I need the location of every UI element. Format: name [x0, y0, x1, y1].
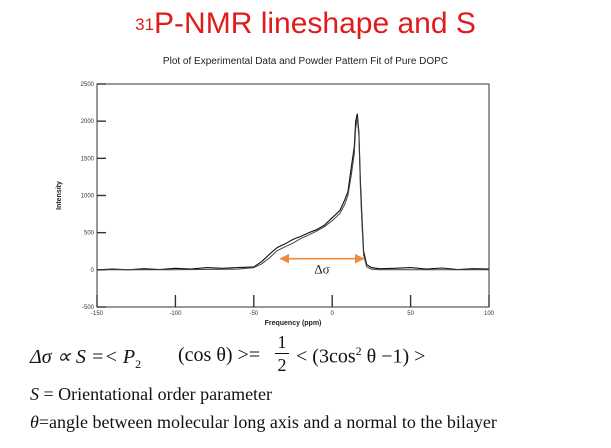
y-tick-label: 500 — [84, 231, 95, 237]
y-axis-label: Intensity — [56, 181, 63, 210]
fraction-denominator: 2 — [277, 355, 287, 375]
fit-series-line — [97, 117, 489, 271]
equation-mid: (cos θ) >= — [178, 344, 261, 366]
y-tick-label: 1000 — [81, 194, 95, 200]
s-symbol: S — [30, 384, 39, 404]
theta-definition-text: =angle between molecular long axis and a… — [38, 412, 497, 432]
y-tick-label: 2000 — [81, 119, 95, 125]
x-tick-label: 100 — [484, 311, 495, 317]
y-tick-label: 1500 — [81, 156, 95, 162]
slide-title-text: P-NMR lineshape and S — [154, 7, 476, 40]
x-tick-label: -100 — [169, 311, 182, 317]
s-definition-text: = Orientational order parameter — [39, 384, 273, 404]
x-tick-label: -150 — [91, 311, 104, 317]
x-tick-label: 0 — [331, 311, 335, 317]
x-tick-label: -50 — [249, 311, 258, 317]
delta-sigma-label: Δσ — [314, 262, 329, 277]
experimental-series-line — [96, 113, 490, 271]
equation-rhs: < (3cos2 θ −1) > — [296, 344, 426, 368]
order-parameter-equation: Δσ ∝ S =< P2 (cos θ) >= 1 2 < (3cos2 θ −… — [30, 332, 590, 378]
one-half-fraction: 1 2 — [274, 332, 290, 375]
theta-symbol: θ — [30, 412, 39, 432]
theta-definition: θ=angle between molecular long axis and … — [30, 412, 497, 433]
y-tick-label: 2500 — [81, 82, 95, 88]
p-subscript: 2 — [135, 357, 142, 371]
equation-lhs: Δσ ∝ S =< P2 — [30, 346, 142, 371]
cos-squared-superscript: 2 — [355, 344, 362, 358]
x-tick-label: 50 — [407, 311, 414, 317]
plot-frame — [96, 83, 490, 308]
y-tick-label: -500 — [82, 305, 95, 311]
x-axis-label: Frequency (ppm) — [265, 320, 322, 327]
chart-title: Plot of Experimental Data and Powder Pat… — [162, 56, 449, 67]
slide-title: 31P-NMR lineshape and S — [0, 4, 611, 48]
y-tick-label: 0 — [91, 268, 95, 274]
s-definition: S = Orientational order parameter — [30, 384, 272, 405]
isotope-superscript: 31 — [135, 15, 155, 34]
fraction-numerator: 1 — [277, 332, 287, 352]
fraction-bar — [275, 353, 289, 354]
